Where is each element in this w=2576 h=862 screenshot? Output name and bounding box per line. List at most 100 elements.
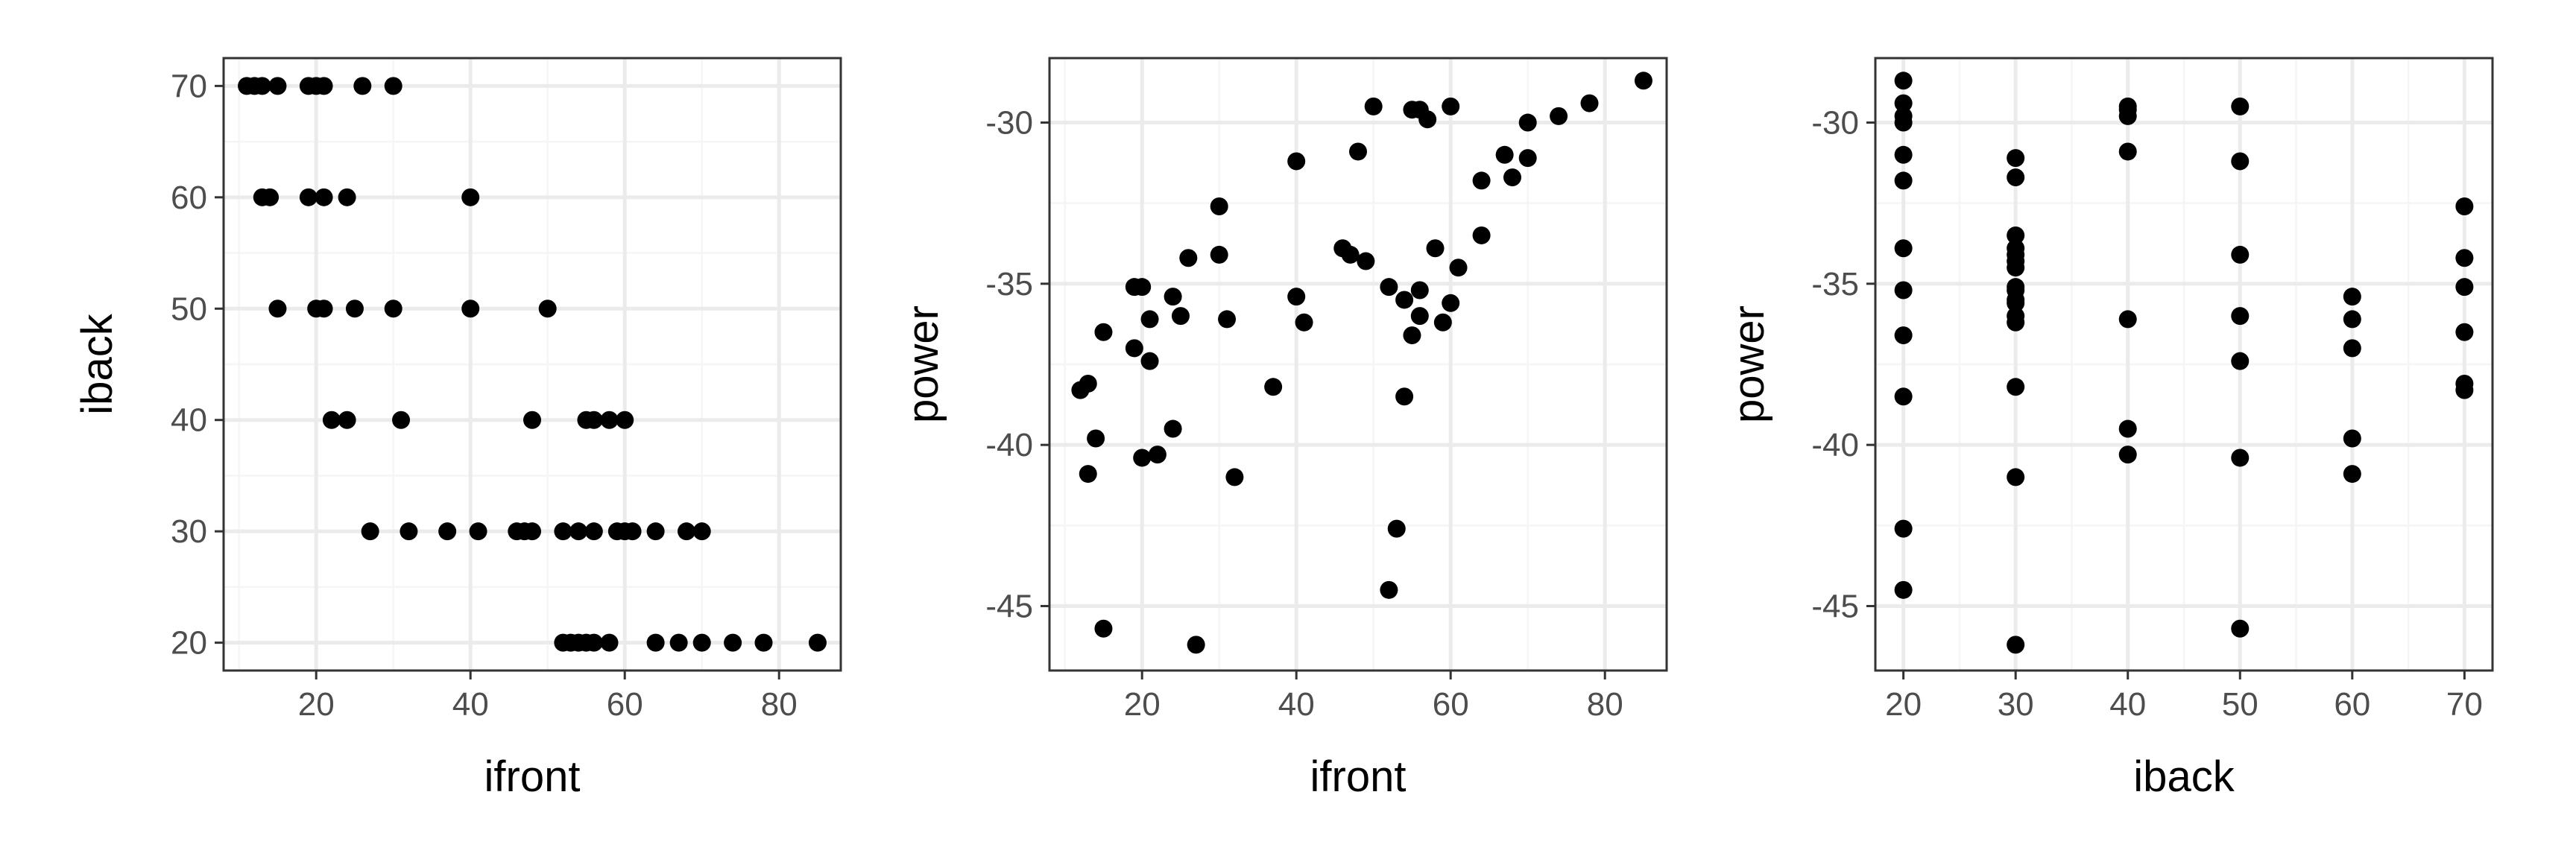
panel-1-data-point	[268, 300, 287, 318]
panel-3-data-point	[2455, 381, 2474, 399]
panel-3-data-point	[2343, 339, 2361, 358]
panel-2-data-point	[1264, 378, 1283, 396]
panel-2-x-tick-label: 40	[1278, 686, 1315, 723]
panel-1-data-point	[754, 633, 773, 652]
panel-1-data-point	[400, 522, 418, 541]
panel-1-data-point	[315, 300, 333, 318]
panel-3-data-point	[2118, 107, 2137, 125]
panel-1-data-point	[523, 411, 541, 429]
panel-1-data-point	[692, 633, 711, 652]
panel-3-y-tick-label: -35	[1811, 266, 1859, 302]
panel-1-data-point	[616, 411, 634, 429]
panel-3-data-point	[2455, 249, 2474, 267]
panel-3-data-point	[2343, 288, 2361, 306]
panel-1-y-tick-label: 20	[171, 625, 207, 662]
panel-2-data-point	[1580, 94, 1599, 112]
panel-3-data-point	[2231, 307, 2250, 326]
panel-1-y-tick-label: 60	[171, 180, 207, 216]
panel-3-data-point	[2343, 465, 2361, 484]
panel-2-y-tick-label: -40	[985, 427, 1033, 463]
panel-1-data-point	[554, 522, 572, 541]
panel-1-y-tick-label: 40	[171, 402, 207, 439]
panel-3-data-point	[2118, 419, 2137, 438]
panel-1-data-point	[353, 77, 372, 95]
panel-2-data-point	[1225, 468, 1244, 487]
panel-1-data-point	[724, 633, 742, 652]
panel-1-data-point	[384, 77, 402, 95]
panel-1-data-point	[584, 411, 603, 429]
panel-3-data-point	[2007, 636, 2025, 654]
panel-2-data-point	[1125, 339, 1143, 358]
panel-3-data-point	[2231, 449, 2250, 467]
panel-2-data-point	[1380, 580, 1398, 599]
panel-2-border	[1048, 57, 1668, 672]
panel-3-data-point	[2007, 378, 2025, 396]
panel-1-data-point	[569, 522, 588, 541]
panel-2-y-tick-label: -30	[985, 105, 1033, 142]
panel-2-data-point	[1395, 387, 1414, 406]
panel-2-data-point	[1449, 259, 1468, 277]
panel-2-data-point	[1634, 72, 1652, 90]
panel-3-data-point	[2007, 294, 2025, 312]
panel-2-data-point	[1357, 252, 1375, 270]
panel-1-data-point	[646, 522, 665, 541]
panel-1-data-point	[299, 188, 318, 206]
panel-3-data-point	[2231, 619, 2250, 638]
panel-2-data-point	[1426, 239, 1445, 258]
panel-3-data-point	[2007, 313, 2025, 332]
panel-3-data-point	[1894, 113, 1913, 132]
panel-3-data-point	[2343, 429, 2361, 448]
panel-2-data-point	[1218, 310, 1237, 329]
panel-2-data-point	[1472, 226, 1491, 244]
panel-3-y-tick-label: -40	[1811, 427, 1859, 463]
panel-2-data-point	[1433, 313, 1452, 332]
panel-3-data-point	[1894, 387, 1913, 406]
panel-1-data-point	[538, 300, 557, 318]
panel-2-data-point	[1079, 465, 1097, 484]
panel-1-data-point	[678, 522, 695, 541]
panel-2-data-point	[1364, 97, 1383, 115]
panel-2-data-point	[1550, 107, 1568, 125]
panel-3-data-point	[2455, 323, 2474, 341]
panel-3-data-point	[2007, 259, 2025, 277]
panel-3-x-axis-title: iback	[2133, 752, 2235, 801]
panel-1-data-point	[623, 522, 642, 541]
panel-2-data-point	[1287, 152, 1306, 171]
panel-1-data-point	[808, 633, 827, 652]
panel-1-data-point	[338, 411, 356, 429]
panel-2-data-point	[1472, 171, 1491, 190]
panel-1-data-point	[600, 633, 619, 652]
panel-2-data-point	[1210, 197, 1228, 216]
panel-2-data-point	[1094, 323, 1113, 341]
panel-1-data-point	[600, 411, 619, 429]
panel-1-data-point	[338, 188, 356, 206]
panel-1-data-point	[315, 188, 333, 206]
panel-3-data-point	[1894, 171, 1913, 190]
panel-2-data-point	[1442, 97, 1460, 115]
panel-3-x-tick-label: 40	[2109, 686, 2146, 723]
panel-2-x-tick-label: 20	[1124, 686, 1161, 723]
panel-3-data-point	[1894, 239, 1913, 258]
panel-2-data-point	[1403, 326, 1421, 345]
panel-2-data-point	[1380, 278, 1398, 297]
panel-3-data-point	[2007, 226, 2025, 244]
panel-2-y-axis-title: power	[899, 305, 947, 423]
panel-1-data-point	[345, 300, 364, 318]
panel-2-data-point	[1140, 310, 1159, 329]
panel-3-data-point	[1894, 326, 1913, 345]
panel-2-y-tick-label: -35	[985, 266, 1033, 302]
panel-3-data-point	[1894, 72, 1913, 90]
panel-1-x-tick-label: 80	[761, 686, 798, 723]
panel-2-data-point	[1349, 142, 1367, 161]
panel-3-x-tick-label: 70	[2446, 686, 2483, 723]
panel-2-data-point	[1187, 636, 1205, 654]
panel-1-data-point	[384, 300, 402, 318]
panel-1-border	[222, 57, 842, 672]
panel-2-x-axis-title: ifront	[1310, 752, 1407, 801]
panel-1-data-point	[669, 633, 688, 652]
panel-1-data-point	[646, 633, 665, 652]
panel-2-data-point	[1171, 307, 1190, 326]
panel-1-data-point	[469, 522, 487, 541]
panel-3-data-point	[2231, 152, 2250, 171]
panel-1-data-point	[438, 522, 457, 541]
